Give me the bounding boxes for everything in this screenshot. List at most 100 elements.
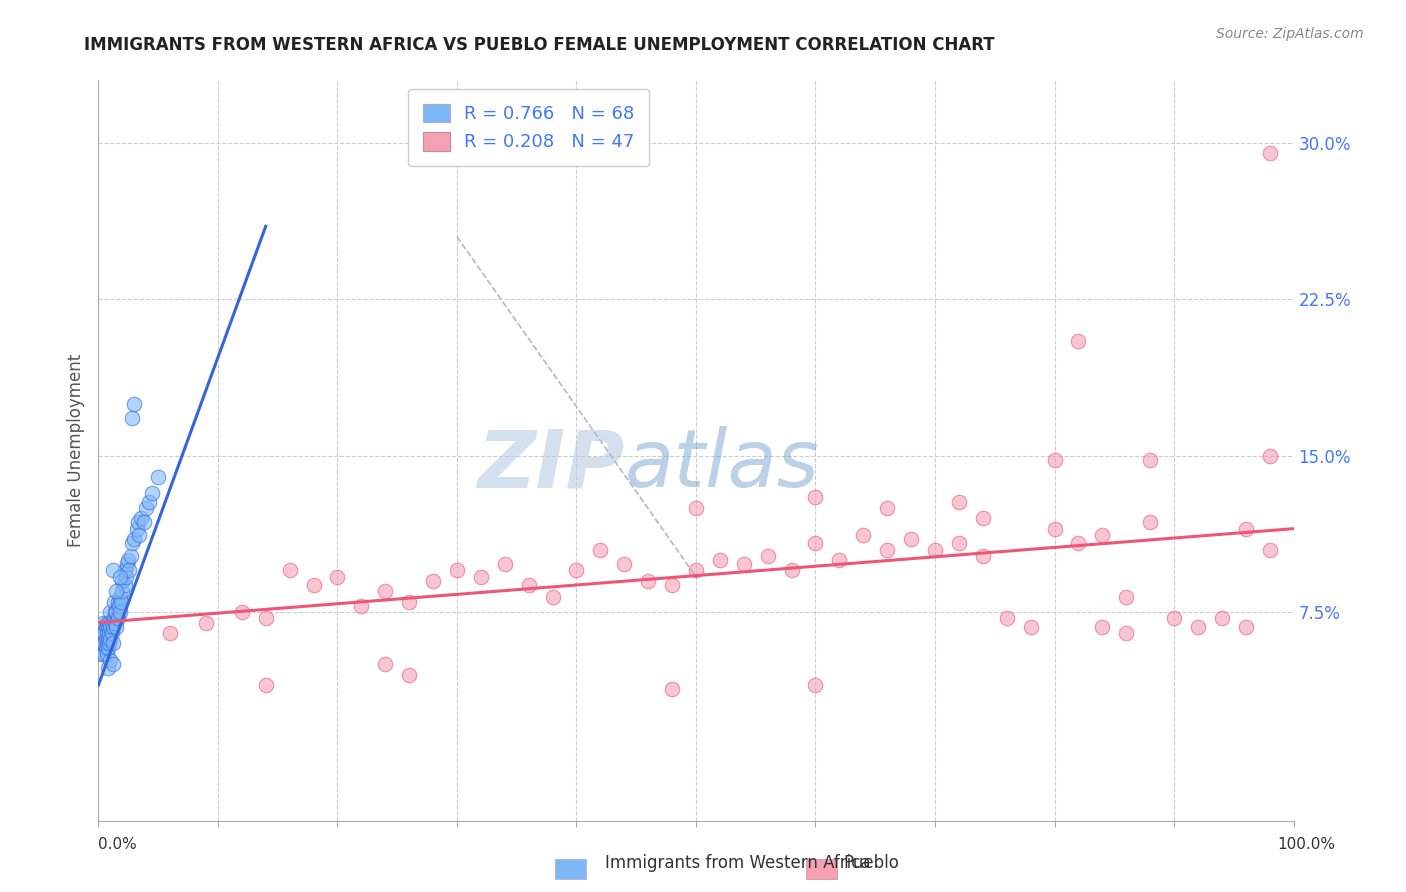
Point xyxy=(1091,620,1114,634)
Point xyxy=(1211,611,1233,625)
Point xyxy=(804,678,827,692)
Point xyxy=(94,632,117,647)
Point xyxy=(948,536,970,550)
Point xyxy=(278,563,301,577)
Point xyxy=(103,595,125,609)
Point xyxy=(231,605,253,619)
Point xyxy=(254,611,277,625)
Point xyxy=(326,569,349,583)
Point xyxy=(374,657,396,672)
Point xyxy=(117,553,139,567)
Point xyxy=(98,605,122,619)
Point xyxy=(105,605,128,619)
Point xyxy=(100,626,122,640)
Point xyxy=(118,563,141,577)
Point xyxy=(398,667,420,681)
Point xyxy=(972,549,994,563)
Point xyxy=(96,636,118,650)
Point xyxy=(637,574,659,588)
Point xyxy=(541,591,564,605)
Point xyxy=(1115,626,1137,640)
Point xyxy=(114,578,136,592)
Point xyxy=(972,511,994,525)
Point xyxy=(350,599,373,613)
Point xyxy=(101,657,124,672)
Point xyxy=(517,578,540,592)
Point xyxy=(104,615,127,630)
Point xyxy=(924,542,946,557)
Point xyxy=(1258,449,1281,463)
Point xyxy=(1187,620,1209,634)
Point xyxy=(1258,146,1281,161)
Point xyxy=(93,626,115,640)
Point xyxy=(98,636,121,650)
Text: Immigrants from Western Africa: Immigrants from Western Africa xyxy=(605,855,870,872)
Point xyxy=(780,563,803,577)
Point xyxy=(661,682,683,697)
Point xyxy=(124,396,146,410)
Point xyxy=(135,500,157,515)
Text: 100.0%: 100.0% xyxy=(1278,837,1336,852)
Point xyxy=(1163,611,1185,625)
Point xyxy=(91,615,114,630)
Point xyxy=(661,578,683,592)
Point xyxy=(1067,334,1090,348)
Point xyxy=(1139,453,1161,467)
Point xyxy=(98,620,122,634)
Point xyxy=(1234,620,1257,634)
Point xyxy=(1043,522,1066,536)
Point xyxy=(195,615,218,630)
Text: ZIP: ZIP xyxy=(477,426,624,504)
Point xyxy=(97,640,120,655)
Point xyxy=(1234,522,1257,536)
Point xyxy=(96,626,118,640)
Point xyxy=(685,563,707,577)
Text: Pueblo: Pueblo xyxy=(844,855,900,872)
Point xyxy=(494,557,516,571)
Point xyxy=(121,536,143,550)
Point xyxy=(98,615,121,630)
Point xyxy=(111,584,134,599)
Point xyxy=(733,557,755,571)
Point xyxy=(98,626,121,640)
Point xyxy=(125,522,148,536)
Point xyxy=(105,620,128,634)
Point xyxy=(105,584,128,599)
Point xyxy=(422,574,444,588)
Point xyxy=(91,636,114,650)
Point xyxy=(97,661,120,675)
Point xyxy=(900,532,922,546)
Point xyxy=(828,553,851,567)
Point xyxy=(121,411,143,425)
Y-axis label: Female Unemployment: Female Unemployment xyxy=(66,354,84,547)
Point xyxy=(103,611,125,625)
Point xyxy=(100,615,122,630)
Point xyxy=(589,542,612,557)
Point xyxy=(254,678,277,692)
Point xyxy=(107,611,129,625)
Point xyxy=(108,591,131,605)
Point xyxy=(120,549,142,563)
Point xyxy=(470,569,492,583)
Point xyxy=(1067,536,1090,550)
Text: atlas: atlas xyxy=(624,426,820,504)
Point xyxy=(115,557,138,571)
Point xyxy=(1043,453,1066,467)
Point xyxy=(1115,591,1137,605)
Point xyxy=(1139,516,1161,530)
Point xyxy=(127,516,149,530)
Point xyxy=(756,549,779,563)
Point xyxy=(96,615,118,630)
Point xyxy=(948,494,970,508)
Point xyxy=(98,653,122,667)
Point xyxy=(613,557,636,571)
Point xyxy=(94,620,117,634)
Point xyxy=(876,500,898,515)
Point xyxy=(91,626,114,640)
Text: Source: ZipAtlas.com: Source: ZipAtlas.com xyxy=(1216,27,1364,41)
Point xyxy=(565,563,588,577)
Point xyxy=(108,569,131,583)
Point xyxy=(107,595,129,609)
Text: 0.0%: 0.0% xyxy=(98,837,138,852)
Point xyxy=(374,584,396,599)
